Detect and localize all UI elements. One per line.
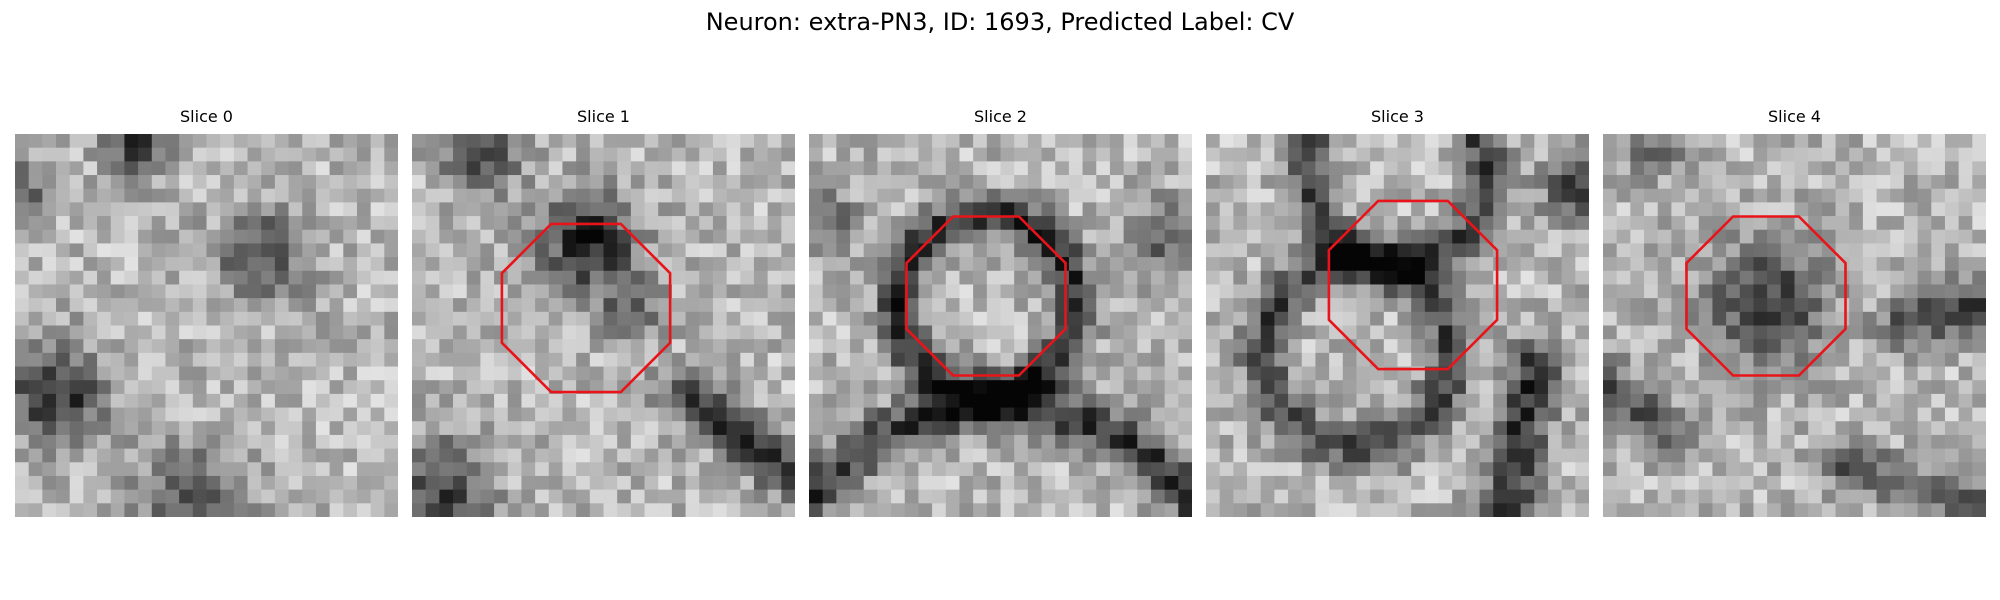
slice-panel-4: Slice 4 xyxy=(1603,107,1986,517)
slice-panel-3: Slice 3 xyxy=(1206,107,1589,517)
slice-image xyxy=(1603,134,1986,517)
region-outline xyxy=(905,215,1067,377)
slice-title: Slice 1 xyxy=(577,107,630,126)
slice-title: Slice 0 xyxy=(180,107,233,126)
slice-image xyxy=(1206,134,1589,517)
figure-title: Neuron: extra-PN3, ID: 1693, Predicted L… xyxy=(705,8,1295,36)
region-outline xyxy=(1685,215,1847,377)
slice-title: Slice 3 xyxy=(1371,107,1424,126)
slice-title: Slice 2 xyxy=(974,107,1027,126)
slice-image xyxy=(15,134,398,517)
region-outline xyxy=(1327,199,1499,371)
slice-image xyxy=(412,134,795,517)
region-outline xyxy=(500,222,672,394)
slice-title: Slice 4 xyxy=(1768,107,1821,126)
slice-panel-2: Slice 2 xyxy=(809,107,1192,517)
slice-panel-0: Slice 0 xyxy=(15,107,398,517)
slice-image xyxy=(809,134,1192,517)
slice-panel-1: Slice 1 xyxy=(412,107,795,517)
